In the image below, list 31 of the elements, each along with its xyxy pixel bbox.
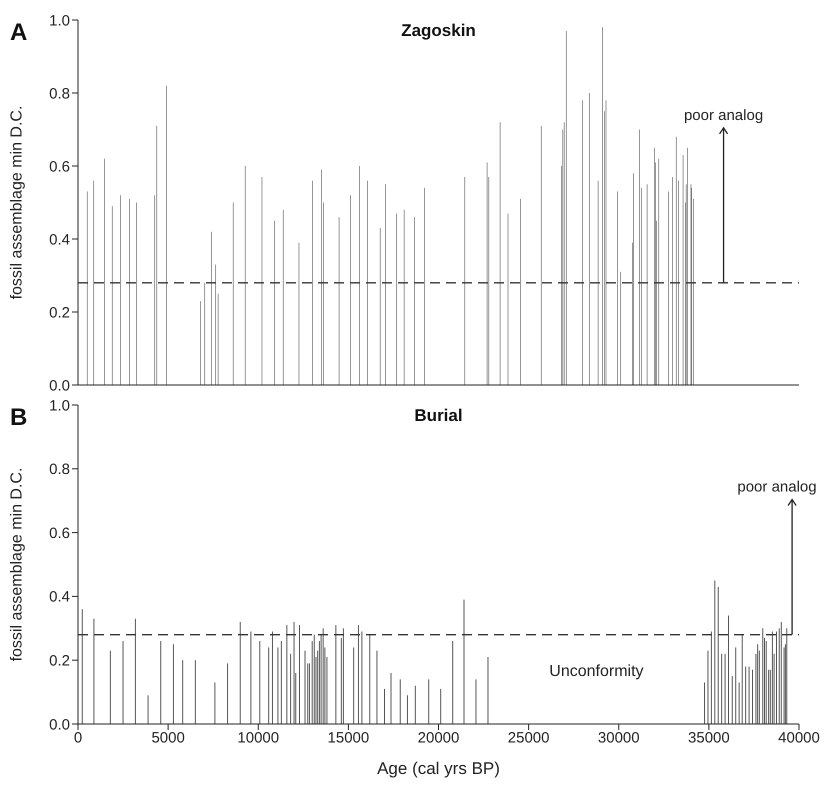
x-tick-label: 40000 xyxy=(778,730,820,747)
y-tick-label: 1.0 xyxy=(49,397,70,414)
y-tick-label: 0.6 xyxy=(49,158,70,176)
text: B xyxy=(10,404,28,431)
y-tick-label: 0.2 xyxy=(49,304,70,322)
x-axis-title: Age (cal yrs BP) xyxy=(377,759,500,778)
annotation: poor analog xyxy=(737,478,817,496)
chart-title: Burial xyxy=(414,406,463,425)
y-axis-title: fossil assemblage min D.C. xyxy=(8,468,26,662)
x-tick-label: 5000 xyxy=(151,730,185,747)
y-tick-label: 0.4 xyxy=(49,231,70,248)
x-tick-label: 10000 xyxy=(237,730,280,747)
y-axis-title: fossil assemblage min D.C. xyxy=(8,106,26,300)
text: A xyxy=(10,19,28,46)
y-tick-label: 0.0 xyxy=(49,377,70,394)
annotation: Unconformity xyxy=(549,663,644,680)
y-tick-label: 0.6 xyxy=(49,524,70,542)
y-tick-label: 0.4 xyxy=(49,588,70,606)
x-tick-label: 20000 xyxy=(418,730,460,747)
chart-title: Zagoskin xyxy=(401,21,476,40)
annotation: poor analog xyxy=(684,106,764,124)
x-tick-label: 35000 xyxy=(688,730,730,747)
x-tick-label: 15000 xyxy=(328,730,370,747)
y-tick-label: 0.8 xyxy=(49,461,70,478)
y-tick-label: 1.0 xyxy=(49,12,70,30)
y-tick-label: 0.2 xyxy=(49,652,70,670)
y-tick-label: 0.0 xyxy=(49,716,70,734)
x-tick-label: 30000 xyxy=(598,730,640,747)
x-tick-label: 25000 xyxy=(508,730,550,747)
x-tick-label: 0 xyxy=(74,730,82,747)
y-tick-label: 0.8 xyxy=(49,85,70,102)
